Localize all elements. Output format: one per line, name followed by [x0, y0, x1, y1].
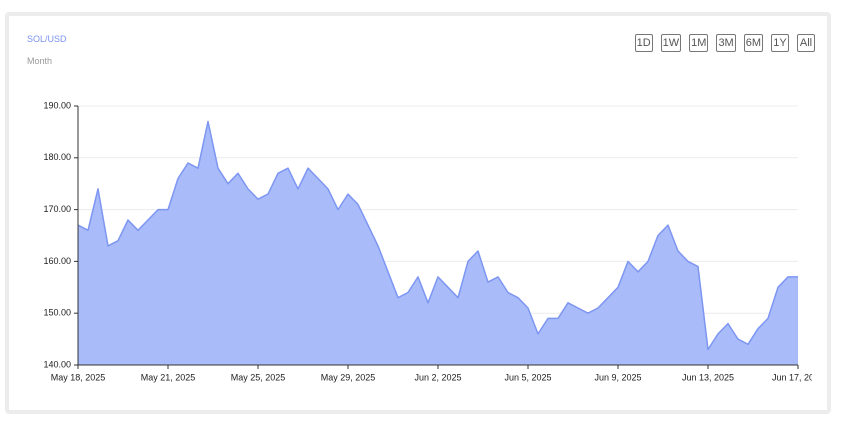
x-tick-label: Jun 2, 2025 — [414, 372, 461, 382]
range-buttons: 1D 1W 1M 3M 6M 1Y All — [634, 34, 815, 52]
line — [77, 120, 798, 351]
range-button[interactable]: 6M — [743, 34, 763, 52]
x-tick-label: May 29, 2025 — [321, 372, 376, 382]
range-button[interactable]: 1M — [689, 34, 709, 52]
range-button[interactable]: 1Y — [771, 34, 789, 52]
x-tick-label: May 25, 2025 — [231, 372, 286, 382]
x-tick-label: May 18, 2025 — [51, 372, 106, 382]
range-button[interactable]: 3M — [716, 34, 736, 52]
x-tick-label: Jun 17, 2025 — [772, 372, 824, 382]
range-button[interactable]: 1D — [634, 34, 653, 52]
y-tick-label: 170.00 — [43, 204, 71, 214]
chart-title: SOL/USD — [27, 34, 67, 44]
range-button[interactable]: 1W — [660, 34, 682, 52]
x-tick-label: Jun 13, 2025 — [682, 372, 734, 382]
y-tick-label: 140.00 — [43, 359, 71, 369]
y-tick-label: 150.00 — [43, 308, 71, 318]
y-tick-label: 190.00 — [43, 100, 71, 110]
range-button[interactable]: All — [797, 34, 815, 52]
x-tick-label: Jun 5, 2025 — [504, 372, 551, 382]
area — [78, 121, 798, 365]
x-tick-label: Jun 9, 2025 — [594, 372, 641, 382]
y-tick-label: 160.00 — [43, 256, 71, 266]
chart-subtitle: Month — [27, 56, 53, 66]
x-tick-label: May 21, 2025 — [141, 372, 196, 382]
y-tick-label: 180.00 — [43, 152, 71, 162]
